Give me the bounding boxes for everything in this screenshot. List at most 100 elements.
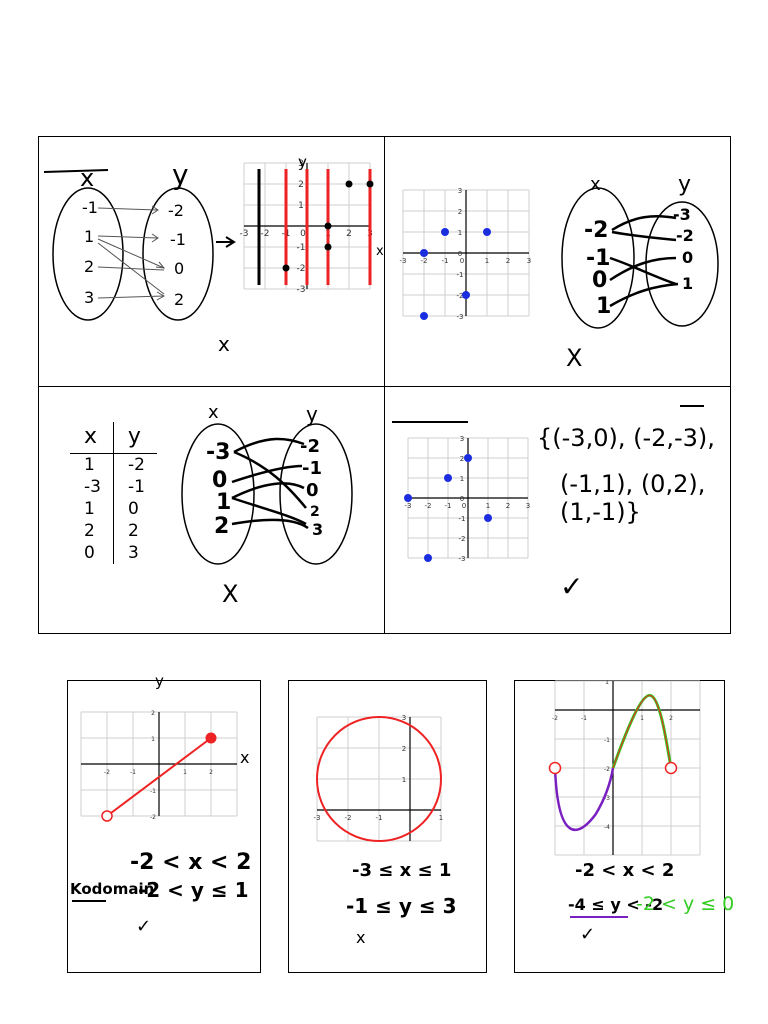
table-cell: 0 <box>70 542 114 564</box>
open-endpoint <box>548 761 562 775</box>
g7-range-purple: -4 ≤ y < -2 <box>568 895 664 914</box>
g6-range: -1 ≤ y ≤ 3 <box>346 894 457 918</box>
p1-codomain-item: 2 <box>174 290 185 309</box>
data-point <box>462 291 470 299</box>
graph-5-box <box>67 680 261 973</box>
data-point <box>282 264 290 272</box>
curve-purple <box>553 767 615 831</box>
x-tick-label: -3 <box>400 257 407 265</box>
x-tick-label: -2 <box>261 229 270 239</box>
p3-codomain-item: -2 <box>300 436 320 457</box>
y-tick-label: -3 <box>457 313 464 321</box>
x-tick-label: 1 <box>183 769 187 776</box>
p1-codomain-item: -1 <box>170 230 186 249</box>
table-row: -3 -1 <box>70 476 157 498</box>
table-cell: -1 <box>127 477 145 497</box>
data-point <box>420 249 428 257</box>
p2-codomain-item: 1 <box>682 274 694 293</box>
data-point <box>366 180 374 188</box>
x-tick-label: -1 <box>442 257 449 265</box>
open-endpoint <box>664 761 678 775</box>
table-header-x: x <box>70 422 114 454</box>
x-tick-label: 2 <box>506 257 510 265</box>
p2-codomain-label: y <box>678 172 692 197</box>
x-tick-label: 1 <box>485 257 489 265</box>
p3-domain-item: 0 <box>212 468 228 493</box>
p3-codomain-label: y <box>306 402 318 426</box>
panel3-drawing <box>181 423 353 565</box>
p2-domain-label: x <box>590 174 601 195</box>
p3-domain-item: 2 <box>214 514 230 539</box>
data-point <box>324 222 332 230</box>
table-cell: 3 <box>127 543 139 563</box>
p2-domain-item: 1 <box>596 294 612 319</box>
p1-graph-axis-x: x <box>376 244 384 259</box>
x-tick-label: -2 <box>345 814 352 822</box>
g5-kodomain: -2 < y ≤ 1 <box>138 878 249 902</box>
y-tick-label: -3 <box>459 555 466 563</box>
y-tick-label: 2 <box>151 710 155 717</box>
g7-domain: -2 < x < 2 <box>575 860 675 881</box>
g5-kodomain-label: Kodomain <box>70 880 155 898</box>
y-tick-label: 3 <box>458 187 462 195</box>
y-tick-label: -4 <box>604 824 610 831</box>
graph-6-drawing: -3 -2 -1 1 3 2 1 <box>314 714 443 842</box>
x-tick-label: 2 <box>669 715 673 722</box>
p1-mark: x <box>218 332 230 356</box>
function-line <box>106 737 212 817</box>
circle-curve <box>316 716 442 842</box>
table-cell: 2 <box>70 520 114 542</box>
table-cell: 1 <box>70 453 114 476</box>
y-tick-label: 1 <box>458 229 462 237</box>
p3-domain-item: 1 <box>216 490 232 515</box>
p3-codomain-item: 0 <box>306 480 319 501</box>
table-cell: -2 <box>127 455 145 475</box>
graph-6-box <box>288 680 487 973</box>
x-tick-label: 3 <box>526 502 530 510</box>
x-tick-label: -2 <box>552 715 558 722</box>
x-tick-label: -1 <box>376 814 383 822</box>
p1-domain-label: x <box>80 164 95 192</box>
x-tick-label: 0 <box>460 257 464 265</box>
graph-7-drawing: -2 -1 1 2 1 -1 -2 -3 -4 <box>548 680 701 856</box>
set-notation-line-2: (-1,1), (0,2), (1,-1)} <box>560 470 706 526</box>
x-tick-label: -3 <box>405 502 412 510</box>
p1-domain-item: 3 <box>84 288 95 307</box>
g5-axis-y: y <box>155 672 164 690</box>
g7-range-underline <box>570 916 628 918</box>
data-point <box>441 228 449 236</box>
y-tick-label: 3 <box>402 714 406 722</box>
data-point <box>464 454 472 462</box>
p1-graph-axis-y: y <box>298 153 307 171</box>
p3-codomain-item: 2 <box>310 504 320 520</box>
y-tick-label: 3 <box>460 435 464 443</box>
x-tick-label: -3 <box>240 229 249 239</box>
y-tick-label: -1 <box>297 243 306 253</box>
g6-mark: x <box>356 928 366 947</box>
open-endpoint <box>101 810 113 822</box>
y-tick-label: 0 <box>460 495 464 503</box>
p2-codomain-item: -3 <box>673 205 691 224</box>
y-tick-label: -3 <box>297 285 306 295</box>
curve-red <box>612 694 672 769</box>
panel4-drawing: -3 -2 -1 0 1 2 3 3 2 1 0 -1 -2 -3 <box>392 405 704 563</box>
y-tick-label: -2 <box>459 535 466 543</box>
x-tick-label: 2 <box>209 769 213 776</box>
table-cell: 2 <box>127 521 139 541</box>
p3-codomain-item: -1 <box>302 458 322 479</box>
data-point <box>424 554 432 562</box>
p3-mark: X <box>222 580 239 608</box>
x-tick-label: 3 <box>527 257 531 265</box>
set-notation-line-1: {(-3,0), (-2,-3), <box>537 424 715 452</box>
table-row: 1 -2 <box>70 453 157 476</box>
data-point <box>404 494 412 502</box>
y-tick-label: 2 <box>402 745 406 753</box>
data-point <box>484 514 492 522</box>
closed-endpoint <box>205 732 217 744</box>
g5-axis-x: x <box>240 748 250 767</box>
y-tick-label: 0 <box>458 250 462 258</box>
y-tick-label: -2 <box>297 264 306 274</box>
